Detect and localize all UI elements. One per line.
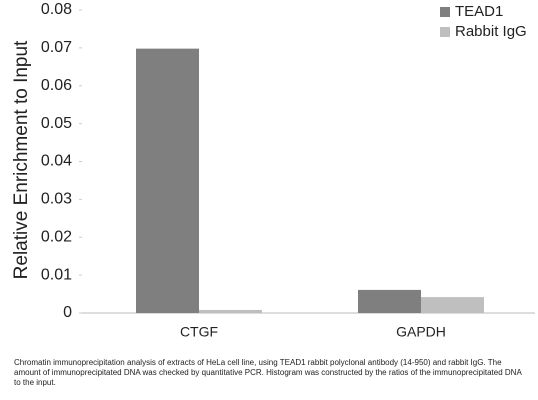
bar (358, 289, 421, 313)
bar (136, 48, 199, 313)
y-tick-label: 0.06 (41, 77, 72, 94)
y-axis-label: Relative Enrichment to Input (11, 40, 32, 279)
bar (421, 297, 484, 313)
bar (199, 309, 262, 313)
legend-label: Rabbit IgG (455, 23, 527, 40)
y-tick-label: 0.07 (41, 39, 72, 56)
chart: Relative Enrichment to Input 0 0.01 0.02 0.… (11, 1, 535, 340)
y-tick-label: 0.02 (41, 228, 72, 245)
y-tick-label: 0.01 (41, 266, 72, 283)
y-tick-label: 0 (63, 304, 72, 321)
x-tick-label: GAPDH (396, 324, 446, 340)
x-tick-label: CTGF (180, 324, 218, 340)
caption: Chromatin immunoprecipitation analysis o… (14, 358, 522, 387)
legend-swatch (440, 7, 450, 17)
legend-label: TEAD1 (455, 3, 503, 20)
y-tick-label: 0.03 (41, 191, 72, 208)
legend-swatch (440, 27, 450, 37)
y-tick-label: 0.04 (41, 153, 72, 170)
y-tick-label: 0.08 (41, 1, 72, 18)
y-tick-label: 0.05 (41, 115, 72, 132)
